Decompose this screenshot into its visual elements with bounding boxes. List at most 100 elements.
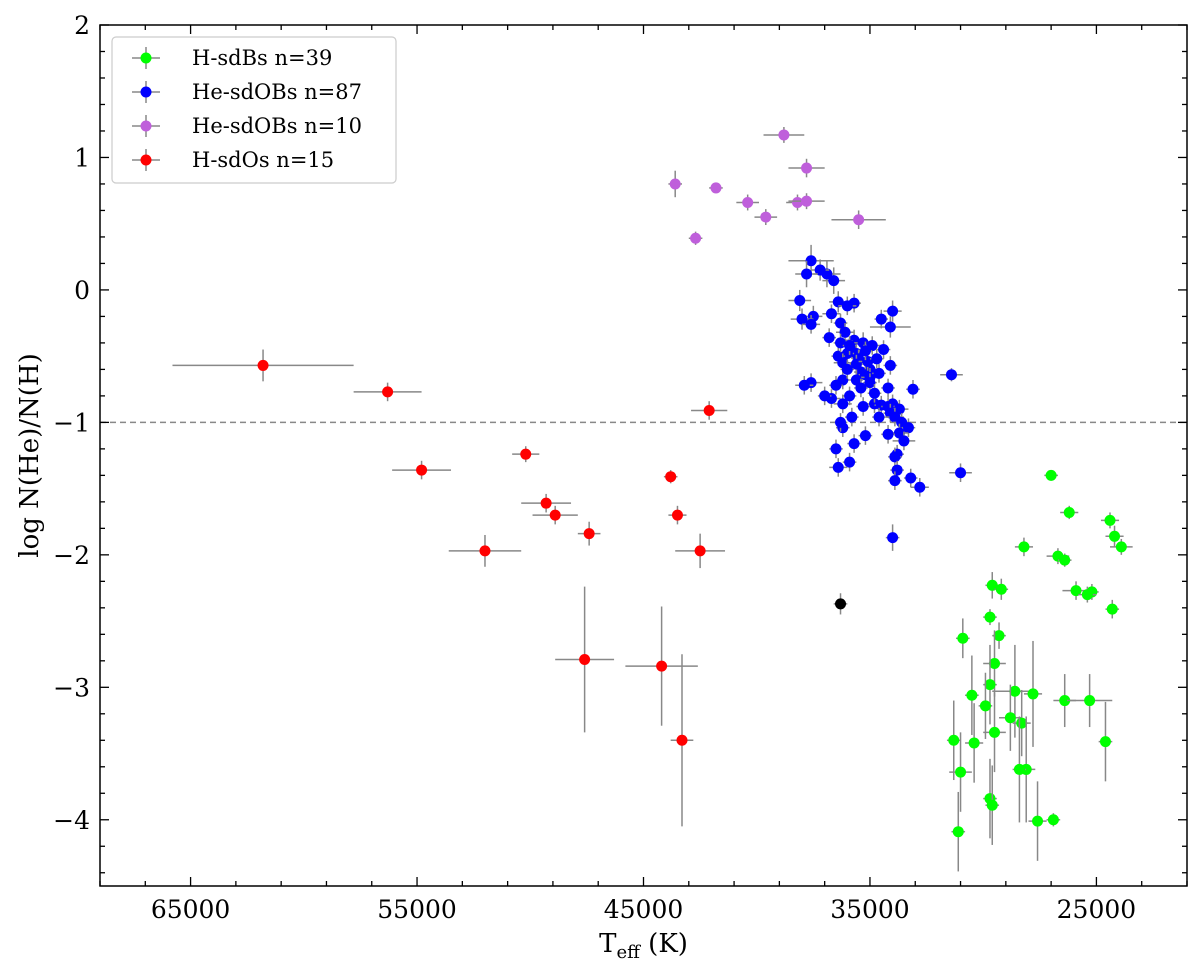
- data-point: [521, 493, 572, 513]
- data-point: [842, 386, 857, 406]
- point-marker: [742, 196, 754, 208]
- point-marker: [1084, 695, 1096, 707]
- data-point: [858, 341, 873, 361]
- point-marker: [957, 632, 969, 644]
- point-marker: [835, 598, 847, 610]
- point-marker: [884, 359, 896, 371]
- data-point: [906, 379, 920, 399]
- series-h-sdbs-0: [946, 469, 1133, 872]
- data-point: [822, 328, 836, 347]
- point-marker: [995, 583, 1007, 595]
- point-marker: [1099, 736, 1111, 748]
- data-point: [965, 703, 984, 783]
- point-marker: [968, 737, 980, 749]
- point-marker: [791, 196, 803, 208]
- data-point: [901, 418, 916, 437]
- point-marker: [986, 799, 998, 811]
- data-point: [1100, 512, 1120, 529]
- data-point: [978, 672, 993, 739]
- series-unlabeled-4: [833, 593, 848, 615]
- x-axis-label-main: T: [599, 929, 617, 959]
- data-point: [1014, 537, 1034, 557]
- point-marker: [841, 363, 853, 375]
- point-marker: [1070, 585, 1082, 597]
- y-tick-label: −3: [53, 673, 90, 702]
- point-marker: [837, 398, 849, 410]
- point-marker: [1115, 541, 1127, 553]
- point-marker: [887, 305, 899, 317]
- data-point: [688, 231, 703, 245]
- x-axis-label-subscript: eff: [616, 942, 641, 963]
- data-point: [831, 210, 886, 229]
- data-point: [1012, 716, 1027, 823]
- data-point: [1066, 674, 1113, 728]
- point-marker: [828, 275, 840, 287]
- data-point: [845, 407, 859, 427]
- point-marker: [710, 182, 722, 194]
- point-marker: [871, 353, 883, 365]
- point-marker: [889, 475, 901, 487]
- x-axis-label: Teff (K): [599, 929, 688, 963]
- data-point: [668, 505, 687, 525]
- data-point: [1028, 781, 1047, 861]
- data-point: [736, 194, 759, 211]
- point-marker: [583, 528, 595, 540]
- data-point: [856, 397, 870, 416]
- data-point: [811, 259, 830, 281]
- point-marker: [1009, 685, 1021, 697]
- legend-entry: He-sdOBs n=10: [132, 114, 362, 138]
- point-marker: [1106, 603, 1118, 615]
- point-marker: [984, 679, 996, 691]
- data-point: [1057, 553, 1072, 567]
- point-marker: [986, 579, 998, 591]
- y-tick-label: 0: [74, 276, 90, 305]
- point-marker: [1059, 695, 1071, 707]
- point-marker: [835, 416, 847, 428]
- data-point: [670, 654, 694, 827]
- data-point: [835, 323, 855, 342]
- point-marker: [873, 367, 885, 379]
- data-point: [788, 289, 812, 312]
- x-tick-label: 65000: [151, 895, 231, 924]
- y-tick-label: 2: [74, 11, 90, 40]
- point-marker: [671, 509, 683, 521]
- point-marker: [703, 404, 715, 416]
- legend-marker: [140, 52, 152, 64]
- data-point: [994, 578, 1009, 600]
- legend-label: H-sdOs n=15: [192, 148, 334, 172]
- data-point: [532, 505, 578, 525]
- point-marker: [887, 532, 899, 544]
- x-tick-label: 45000: [604, 895, 684, 924]
- data-point: [876, 340, 891, 359]
- legend-label: H-sdBs n=39: [192, 46, 332, 70]
- point-marker: [540, 497, 552, 509]
- data-point: [663, 470, 678, 484]
- point-marker: [823, 332, 835, 344]
- data-point: [881, 378, 895, 398]
- data-point: [795, 376, 814, 395]
- data-point: [999, 684, 1022, 751]
- data-point: [910, 478, 929, 497]
- point-marker: [814, 264, 826, 276]
- point-marker: [1004, 712, 1016, 724]
- legend-marker: [140, 86, 152, 98]
- data-point: [353, 382, 422, 402]
- data-point: [1098, 701, 1113, 782]
- data-point: [668, 170, 682, 198]
- data-point: [983, 609, 997, 626]
- data-point: [675, 533, 726, 569]
- data-point: [1105, 525, 1124, 547]
- point-marker: [801, 268, 813, 280]
- point-marker: [882, 428, 894, 440]
- data-point: [892, 431, 916, 451]
- point-marker: [905, 472, 917, 484]
- point-marker: [848, 438, 860, 450]
- point-marker: [945, 369, 957, 381]
- point-marker: [1109, 530, 1121, 542]
- data-point: [872, 364, 886, 383]
- point-marker: [778, 129, 790, 141]
- point-marker: [878, 344, 890, 356]
- data-point: [822, 304, 841, 324]
- point-marker: [694, 545, 706, 557]
- data-point: [763, 126, 805, 143]
